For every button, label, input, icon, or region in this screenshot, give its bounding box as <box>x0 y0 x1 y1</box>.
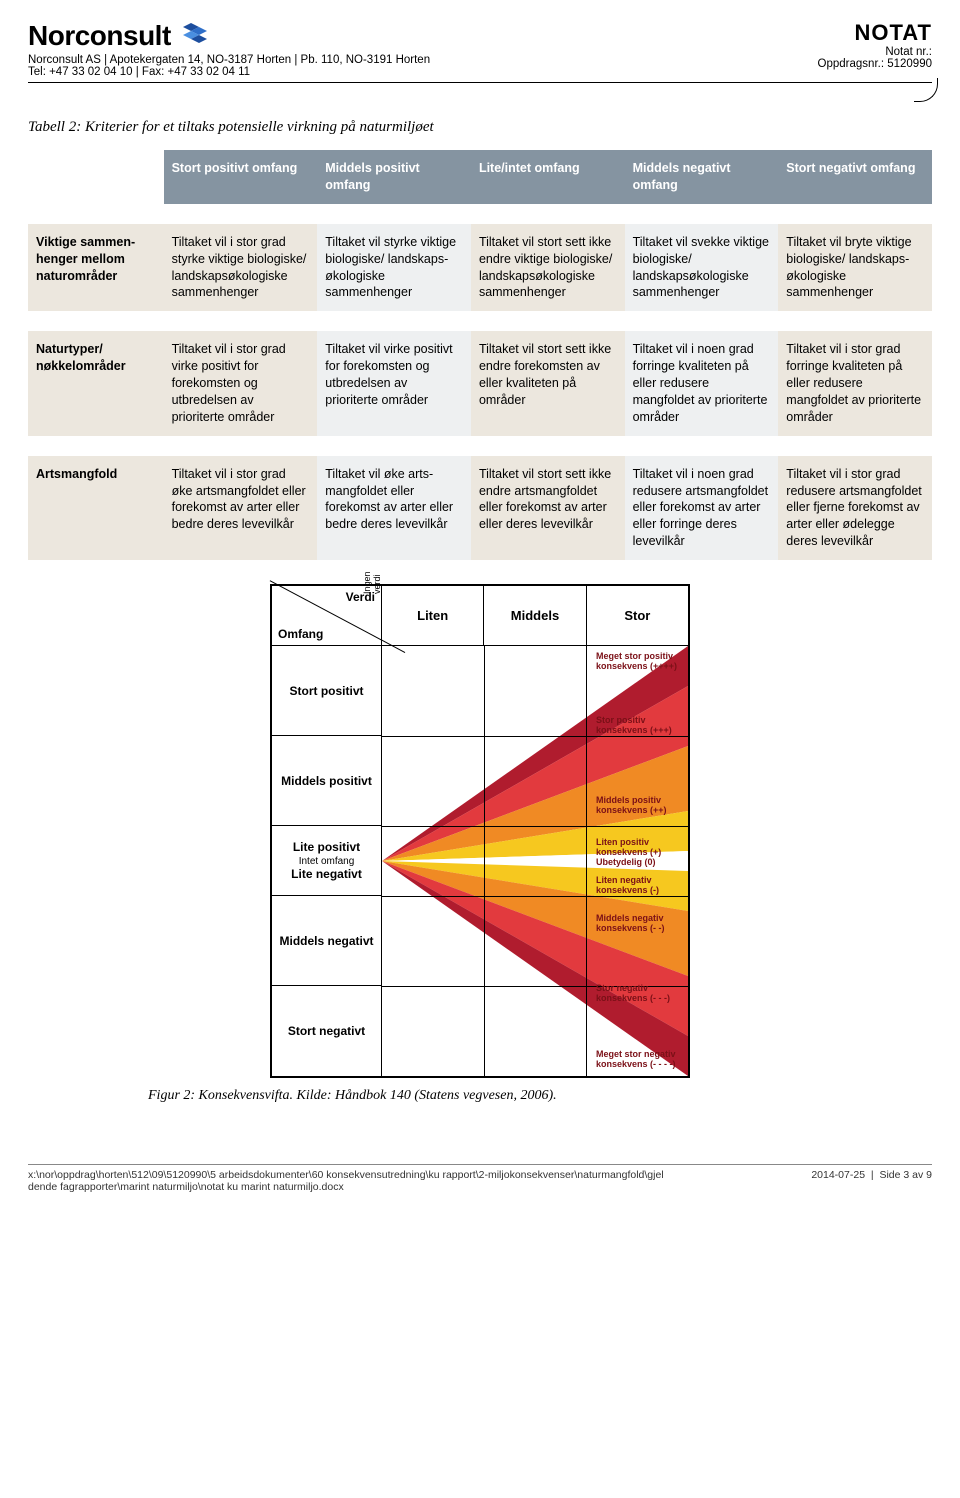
fig-col-header: Stor <box>587 586 688 645</box>
criteria-table: Stort positivt omfang Middels positivt o… <box>28 150 932 560</box>
fan-annotation: Meget stor positiv konsekvens (++++) <box>596 652 686 672</box>
row-label: Viktige sammen­henger mellom naturområde… <box>28 224 164 312</box>
table-cell: Tiltaket vil virke positivt for forekoms… <box>317 331 471 435</box>
fig-corner: Verdi Omfang Ingen verdi <box>272 586 382 645</box>
fig-col-header: Liten <box>382 586 484 645</box>
table-cell: Tiltaket vil svekke viktige biologiske/ … <box>625 224 779 312</box>
table-row: Artsmangfold Tiltaket vil i stor grad øk… <box>28 456 932 560</box>
table-cell: Tiltaket vil stort sett ikke endre artsm… <box>471 456 625 560</box>
figure-caption: Figur 2: Konsekvensvifta. Kilde: Håndbok… <box>148 1088 932 1104</box>
fig-row-label: Lite positivt Intet omfang Lite negativt <box>272 826 381 896</box>
header: Norconsult Norconsult AS | Apotekergaten… <box>28 20 932 83</box>
fan-annotation: Middels negativ konsekvens (- -) <box>596 914 686 934</box>
table-caption: Tabell 2: Kriterier for et tiltaks poten… <box>28 119 932 136</box>
table-cell: Tiltaket vil i stor grad virke positivt … <box>164 331 318 435</box>
fan-chart: Meget stor positiv konsekvens (++++) Stor… <box>382 646 688 1076</box>
footer-path: x:\nor\oppdrag\horten\512\09\5120990\5 a… <box>28 1169 668 1193</box>
table-header-row: Stort positivt omfang Middels positivt o… <box>28 150 932 204</box>
fan-annotation: Liten positiv konsekvens (+) <box>596 838 686 858</box>
table-cell: Tiltaket vil i stor grad styrke viktige … <box>164 224 318 312</box>
fan-annotation: Middels positiv konsekvens (++) <box>596 796 686 816</box>
table-cell: Tiltaket vil styrke viktige biologiske/ … <box>317 224 471 312</box>
table-header-empty <box>28 150 164 204</box>
fig-row-label: Middels positivt <box>272 736 381 826</box>
fan-annotation: Ubetydelig (0) <box>596 858 686 868</box>
table-row: Naturtyper/ nøkkelområder Tiltaket vil i… <box>28 331 932 435</box>
table-cell: Tiltaket vil stort sett ikke endre forek… <box>471 331 625 435</box>
fig-corner-bottom: Omfang <box>278 627 323 641</box>
fig-row-label: Middels negativt <box>272 896 381 986</box>
table-row: Viktige sammen­henger mellom naturområde… <box>28 224 932 312</box>
table-cell: Tiltaket vil bryte viktige biologiske/ l… <box>778 224 932 312</box>
table-header: Stort negativt omfang <box>778 150 932 204</box>
table-header: Middels negativt omfang <box>625 150 779 204</box>
fan-annotation: Stor positiv konsekvens (+++) <box>596 716 686 736</box>
fig-col-header: Middels <box>484 586 586 645</box>
address: Norconsult AS | Apotekergaten 14, NO-318… <box>28 54 430 66</box>
table-cell: Tiltaket vil i stor grad forringe kvalit… <box>778 331 932 435</box>
row-label: Naturtyper/ nøkkelområder <box>28 331 164 435</box>
table-header: Middels positivt omfang <box>317 150 471 204</box>
fig-corner-small: Ingen verdi <box>362 571 382 594</box>
table-cell: Tiltaket vil i stor grad øke arts­mangfo… <box>164 456 318 560</box>
fig-row-label: Stort positivt <box>272 646 381 736</box>
table-cell: Tiltaket vil stort sett ikke endre vikti… <box>471 224 625 312</box>
brand-logo-icon <box>177 21 213 51</box>
table-header: Lite/intet omfang <box>471 150 625 204</box>
table-cell: Tiltaket vil i stor grad redusere artsma… <box>778 456 932 560</box>
corner-decoration <box>914 78 938 102</box>
tel-fax: Tel: +47 33 02 04 10 | Fax: +47 33 02 04… <box>28 66 430 78</box>
table-cell: Tiltaket vil i noen grad redusere artsma… <box>625 456 779 560</box>
footer-right: 2014-07-25 | Side 3 av 9 <box>811 1169 932 1193</box>
footer: x:\nor\oppdrag\horten\512\09\5120990\5 a… <box>28 1164 932 1193</box>
brand-name: Norconsult <box>28 20 171 52</box>
notat-title: NOTAT <box>818 20 932 46</box>
notat-nr: Notat nr.: <box>818 46 932 58</box>
oppdrag-nr: Oppdragsnr.: 5120990 <box>818 58 932 70</box>
row-label: Artsmangfold <box>28 456 164 560</box>
fan-annotation: Stor negativ konsekvens (- - -) <box>596 984 686 1004</box>
fig-row-label: Stort negativt <box>272 986 381 1076</box>
table-header: Stort positivt omfang <box>164 150 318 204</box>
fan-annotation: Liten negativ konsekvens (-) <box>596 876 686 896</box>
table-cell: Tiltaket vil i noen grad forringe kvalit… <box>625 331 779 435</box>
fan-annotation: Meget stor negativ konsekvens (- - - -) <box>596 1050 686 1070</box>
table-cell: Tiltaket vil øke arts­mangfoldet eller f… <box>317 456 471 560</box>
consequence-fan-figure: Verdi Omfang Ingen verdi Liten Middels S… <box>270 584 690 1078</box>
